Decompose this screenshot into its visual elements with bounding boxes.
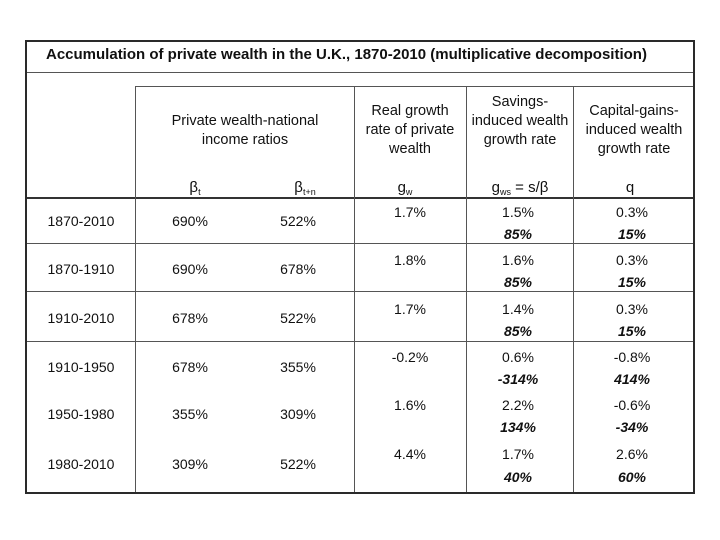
row-beta-t: 355% xyxy=(172,406,208,422)
symbol-g-w: gw xyxy=(397,179,413,197)
grid-line xyxy=(27,243,693,244)
grid-line xyxy=(354,86,355,492)
row-g-ws-share: -314% xyxy=(497,371,539,387)
row-beta-tn: 678% xyxy=(280,261,316,277)
row-g-w: -0.2% xyxy=(391,349,429,365)
row-period: 1870-2010 xyxy=(47,213,115,229)
row-g-ws: 1.7% xyxy=(502,446,534,462)
grid-line xyxy=(573,86,574,492)
grid-line xyxy=(466,86,467,492)
row-beta-tn: 309% xyxy=(280,406,316,422)
row-period: 1870-1910 xyxy=(47,261,115,277)
header-ratios: Private wealth-national income ratios xyxy=(171,113,319,148)
grid-line xyxy=(27,72,693,73)
grid-line xyxy=(135,86,693,87)
row-g-ws: 0.6% xyxy=(502,349,534,365)
row-beta-t: 678% xyxy=(172,359,208,375)
grid-line xyxy=(135,86,136,492)
row-g-ws: 1.5% xyxy=(502,204,534,220)
header-real-growth: Real growth rate of private wealth xyxy=(365,103,455,157)
row-q: -0.6% xyxy=(613,397,651,413)
row-period: 1980-2010 xyxy=(47,456,115,472)
row-g-ws-share: 85% xyxy=(503,226,533,242)
row-beta-tn: 522% xyxy=(280,310,316,326)
row-g-ws-share: 40% xyxy=(503,469,533,485)
row-g-w: 1.6% xyxy=(394,397,426,413)
symbol-g-ws: gws = s/β xyxy=(491,179,549,197)
grid-line xyxy=(27,291,693,292)
row-q-share: 60% xyxy=(617,469,647,485)
row-beta-t: 690% xyxy=(172,261,208,277)
row-beta-t: 678% xyxy=(172,310,208,326)
row-q-share: 15% xyxy=(617,274,647,290)
table-title: Accumulation of private wealth in the U.… xyxy=(46,46,647,63)
header-savings-growth: Savings-induced wealth growth rate xyxy=(471,94,569,148)
table-frame xyxy=(25,40,695,494)
row-period: 1910-1950 xyxy=(47,359,115,375)
row-g-ws-share: 85% xyxy=(503,274,533,290)
row-beta-tn: 522% xyxy=(280,456,316,472)
row-beta-tn: 522% xyxy=(280,213,316,229)
row-q-share: 15% xyxy=(617,226,647,242)
row-g-w: 4.4% xyxy=(394,446,426,462)
row-q: 0.3% xyxy=(616,301,648,317)
row-q: 0.3% xyxy=(616,252,648,268)
row-g-w: 1.7% xyxy=(394,204,426,220)
row-g-ws-share: 134% xyxy=(500,419,536,435)
header-capgains-growth: Capital-gains-induced wealth growth rate xyxy=(585,103,683,157)
row-g-ws: 2.2% xyxy=(502,397,534,413)
row-g-w: 1.7% xyxy=(394,301,426,317)
row-g-ws: 1.6% xyxy=(502,252,534,268)
row-g-ws: 1.4% xyxy=(502,301,534,317)
row-q: 0.3% xyxy=(616,204,648,220)
row-beta-t: 690% xyxy=(172,213,208,229)
row-period: 1910-2010 xyxy=(47,310,115,326)
symbol-beta-tn: βt+n xyxy=(294,179,316,197)
grid-line xyxy=(27,341,693,342)
symbol-q: q xyxy=(625,179,635,196)
row-q-share: -34% xyxy=(615,419,649,435)
row-g-ws-share: 85% xyxy=(503,323,533,339)
row-period: 1950-1980 xyxy=(47,406,115,422)
symbol-beta-t: βt xyxy=(189,179,201,197)
row-g-w: 1.8% xyxy=(394,252,426,268)
row-q-share: 414% xyxy=(614,371,650,387)
grid-line xyxy=(27,197,693,199)
row-beta-t: 309% xyxy=(172,456,208,472)
row-q-share: 15% xyxy=(617,323,647,339)
row-q: 2.6% xyxy=(616,446,648,462)
row-beta-tn: 355% xyxy=(280,359,316,375)
row-q: -0.8% xyxy=(613,349,651,365)
